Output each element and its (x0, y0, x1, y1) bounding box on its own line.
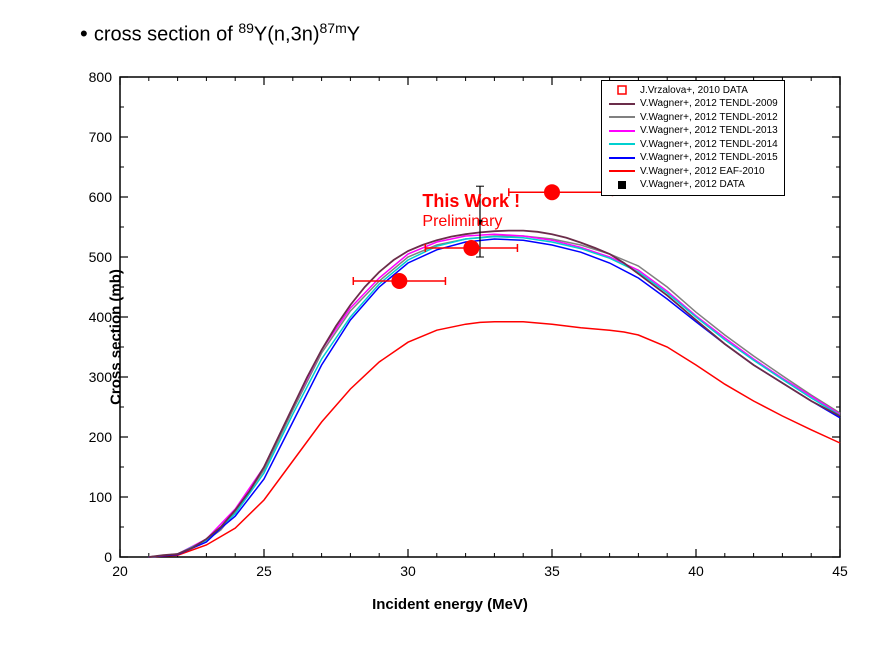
y-tick: 700 (89, 129, 112, 145)
y-tick: 0 (104, 549, 112, 565)
y-tick: 300 (89, 369, 112, 385)
legend-label: J.Vrzalova+, 2010 DATA (640, 84, 748, 98)
legend-item: V.Wagner+, 2012 TENDL-2013 (608, 124, 778, 138)
legend-swatch (608, 126, 636, 136)
x-tick: 45 (832, 563, 848, 579)
legend-item: V.Wagner+, 2012 TENDL-2015 (608, 151, 778, 165)
annotation-line1: This Work ! (422, 191, 520, 213)
this-work-annotation: This Work ! Preliminary (422, 191, 520, 232)
y-tick: 600 (89, 189, 112, 205)
title-prefix: cross section of (94, 24, 239, 46)
cross-section-chart: Incident energy (MeV) Cross section (mb)… (40, 57, 860, 617)
y-tick: 500 (89, 249, 112, 265)
x-tick: 20 (112, 563, 128, 579)
x-tick: 25 (256, 563, 272, 579)
legend-label: V.Wagner+, 2012 TENDL-2013 (640, 124, 778, 138)
title-sup2: 87m (320, 20, 347, 36)
legend-swatch (608, 139, 636, 149)
legend-item: V.Wagner+, 2012 DATA (608, 178, 778, 192)
title-suffix: Y (347, 24, 360, 46)
y-tick: 800 (89, 69, 112, 85)
legend-swatch (608, 99, 636, 109)
legend-swatch (608, 112, 636, 122)
legend-label: V.Wagner+, 2012 TENDL-2009 (640, 97, 778, 111)
annotation-line2: Preliminary (422, 212, 520, 231)
legend-swatch (608, 166, 636, 176)
title-mid: Y(n,3n) (254, 24, 320, 46)
legend-label: V.Wagner+, 2012 TENDL-2012 (640, 111, 778, 125)
legend-label: V.Wagner+, 2012 TENDL-2014 (640, 138, 778, 152)
legend-label: V.Wagner+, 2012 EAF-2010 (640, 165, 765, 179)
x-tick: 30 (400, 563, 416, 579)
legend-item: V.Wagner+, 2012 TENDL-2014 (608, 138, 778, 152)
legend-item: V.Wagner+, 2012 TENDL-2009 (608, 97, 778, 111)
chart-legend: J.Vrzalova+, 2010 DATAV.Wagner+, 2012 TE… (601, 80, 785, 196)
y-tick: 400 (89, 309, 112, 325)
legend-label: V.Wagner+, 2012 TENDL-2015 (640, 151, 778, 165)
x-tick: 40 (688, 563, 704, 579)
x-axis-label: Incident energy (MeV) (372, 596, 528, 613)
legend-item: V.Wagner+, 2012 EAF-2010 (608, 165, 778, 179)
legend-item: J.Vrzalova+, 2010 DATA (608, 84, 778, 98)
page-title: cross section of 89Y(n,3n)87mY (80, 20, 856, 47)
legend-swatch (608, 180, 636, 190)
x-tick: 35 (544, 563, 560, 579)
legend-item: V.Wagner+, 2012 TENDL-2012 (608, 111, 778, 125)
y-tick: 200 (89, 429, 112, 445)
legend-swatch (608, 153, 636, 163)
legend-swatch (608, 85, 636, 95)
legend-label: V.Wagner+, 2012 DATA (640, 178, 745, 192)
title-sup1: 89 (238, 20, 254, 36)
y-tick: 100 (89, 489, 112, 505)
